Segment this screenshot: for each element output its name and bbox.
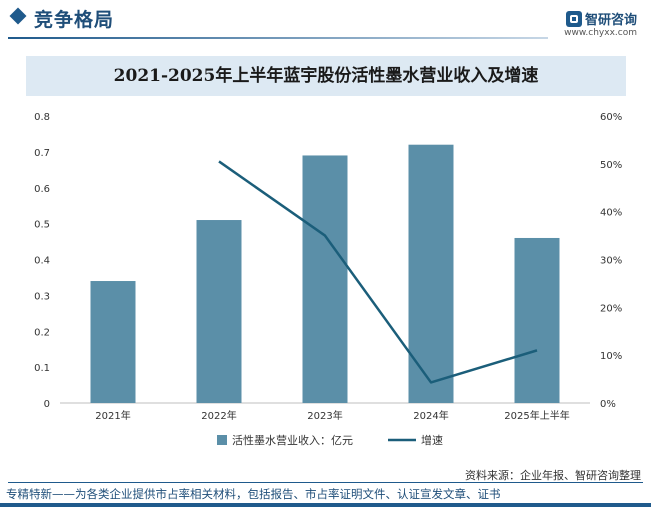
y-right-tick-label: 60%	[600, 112, 622, 123]
legend-label-revenue: 活性墨水营业收入：亿元	[232, 433, 353, 447]
y-left-tick-label: 0.4	[34, 256, 50, 267]
logo-url: www.chyxx.com	[564, 28, 637, 38]
section-header: 竞争格局 智研咨询 www.chyxx.com	[0, 0, 651, 40]
y-right-tick-label: 10%	[600, 351, 622, 362]
legend-label-growth: 增速	[421, 433, 443, 447]
bar-revenue	[90, 281, 136, 403]
y-right-tick-label: 40%	[600, 208, 622, 219]
x-tick-label: 2022年	[201, 409, 236, 422]
line-growth	[218, 160, 538, 384]
y-right-tick-label: 20%	[600, 303, 622, 314]
chart-title: 2021-2025年上半年蓝宇股份活性墨水营业收入及增速	[113, 66, 539, 86]
x-tick-label: 2025年上半年	[504, 409, 569, 422]
bar-revenue	[302, 155, 348, 403]
x-tick-label: 2023年	[307, 409, 342, 422]
chart-title-panel: 2021-2025年上半年蓝宇股份活性墨水营业收入及增速	[26, 56, 626, 96]
diamond-icon	[9, 7, 27, 25]
chart-area: 0 0.1 0.2 0.3 0.4 0.5 0.6 0.7 0.8 0% 10% 20% 30% 40% 5…	[34, 112, 622, 447]
logo-text: 智研咨询	[584, 13, 637, 28]
header-divider	[8, 37, 548, 39]
y-left-tick-label: 0.7	[34, 148, 50, 159]
y-left-tick-label: 0.8	[34, 112, 50, 123]
footer-divider	[8, 482, 643, 483]
y-left-tick-label: 0.6	[34, 184, 50, 195]
source-note: 资料来源：企业年报、智研咨询整理	[465, 469, 641, 482]
section-title: 竞争格局	[34, 9, 115, 31]
y-right-tick-label: 30%	[600, 256, 622, 267]
bar-revenue	[408, 144, 454, 403]
footer-text: 专精特新——为各类企业提供市占率相关材料，包括报告、市占率证明文件、认证宣发文章…	[6, 487, 501, 501]
bar-revenue	[514, 237, 560, 403]
y-right-tick-label: 0%	[600, 399, 616, 410]
y-left-tick-label: 0	[44, 399, 50, 410]
x-tick-label: 2024年	[413, 409, 448, 422]
legend-swatch-revenue	[217, 435, 227, 445]
footer-bar	[0, 503, 651, 507]
brand-logo: 智研咨询	[565, 8, 637, 28]
y-right-tick-label: 50%	[600, 160, 622, 171]
x-tick-label: 2021年	[95, 409, 130, 422]
logo-icon	[565, 10, 582, 27]
y-left-tick-label: 0.1	[34, 363, 50, 374]
y-left-tick-label: 0.5	[34, 220, 50, 231]
y-left-tick-label: 0.2	[34, 327, 50, 338]
y-left-tick-label: 0.3	[34, 291, 50, 302]
bar-revenue	[196, 220, 242, 403]
